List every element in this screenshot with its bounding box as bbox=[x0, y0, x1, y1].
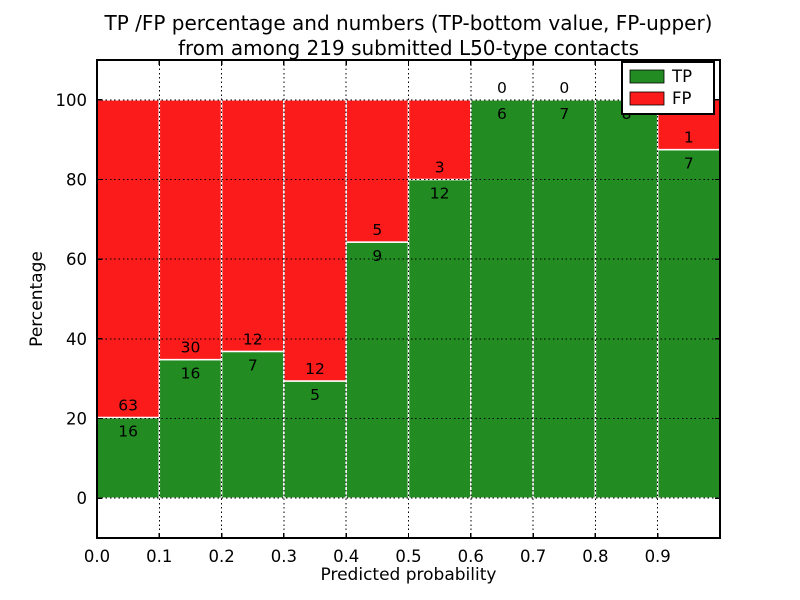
x-tick-label: 0.8 bbox=[582, 547, 608, 566]
legend-swatch-fp bbox=[629, 91, 665, 106]
bars bbox=[96, 99, 721, 499]
fp-bar-segment bbox=[283, 99, 347, 382]
fp-bar-segment bbox=[345, 99, 410, 243]
fp-bar-segment bbox=[220, 99, 285, 353]
tp-count-label: 12 bbox=[430, 185, 450, 203]
x-axis-label: Predicted probability bbox=[320, 565, 497, 585]
y-tick-label: 40 bbox=[66, 330, 87, 349]
x-tick-label: 0.9 bbox=[645, 547, 671, 566]
legend-label-fp: FP bbox=[672, 89, 691, 108]
tp-bar-segment bbox=[532, 99, 597, 499]
tp-bar-segment bbox=[656, 148, 721, 499]
tp-count-label: 7 bbox=[559, 105, 569, 123]
fp-count-label: 30 bbox=[181, 339, 201, 357]
axes bbox=[96, 59, 721, 539]
chart-title-line2: from among 219 submitted L50-type contac… bbox=[177, 36, 640, 60]
fp-count-label: 12 bbox=[243, 330, 263, 348]
fp-count-label: 3 bbox=[435, 159, 445, 177]
y-tick-label: 0 bbox=[77, 489, 88, 508]
legend-swatch-tp bbox=[629, 69, 665, 84]
x-tick-label: 0.6 bbox=[458, 547, 484, 566]
fp-count-label: 12 bbox=[305, 360, 325, 378]
gridlines bbox=[97, 60, 720, 538]
tp-count-label: 7 bbox=[248, 356, 258, 374]
x-tick-label: 0.5 bbox=[395, 547, 421, 566]
fp-count-label: 0 bbox=[497, 79, 507, 97]
chart-title: TP /FP percentage and numbers (TP-bottom… bbox=[97, 11, 720, 61]
x-tick-label: 0.3 bbox=[271, 547, 297, 566]
tp-count-label: 16 bbox=[118, 422, 138, 440]
y-tick-label: 80 bbox=[66, 171, 87, 190]
tp-bar-segment bbox=[470, 99, 534, 499]
x-tick-label: 0.1 bbox=[146, 547, 172, 566]
x-tick-label: 0.4 bbox=[333, 547, 359, 566]
tp-bar-segment bbox=[407, 178, 472, 499]
fp-bar-segment bbox=[407, 99, 472, 181]
chart-title-line1: TP /FP percentage and numbers (TP-bottom… bbox=[104, 11, 713, 35]
x-tick-label: 0.0 bbox=[84, 547, 110, 566]
tp-count-label: 7 bbox=[684, 155, 694, 173]
fp-count-label: 63 bbox=[118, 396, 138, 414]
y-axis-label: Percentage bbox=[27, 251, 47, 347]
legend: TP FP bbox=[621, 61, 715, 115]
fp-bar-segment bbox=[158, 99, 223, 361]
tp-count-label: 9 bbox=[372, 247, 382, 265]
tick-labels: 0.0 0.1 0.2 0.3 0.4 0.5 0.6 0.7 0.8 0.9 0 20 40 60 80 1… bbox=[56, 91, 671, 566]
x-tick-label: 0.2 bbox=[208, 547, 234, 566]
fp-count-label: 5 bbox=[372, 221, 382, 239]
fp-count-label: 0 bbox=[559, 79, 569, 97]
tp-bar-segment bbox=[283, 380, 347, 499]
tp-count-label: 6 bbox=[497, 105, 507, 123]
y-tick-label: 20 bbox=[66, 410, 87, 429]
fp-bar-segment bbox=[96, 99, 161, 419]
x-tick-label: 0.7 bbox=[520, 547, 546, 566]
tp-bar-segment bbox=[594, 99, 659, 499]
tp-bar-segment bbox=[345, 241, 410, 499]
fp-count-label: 1 bbox=[684, 129, 694, 147]
legend-label-tp: TP bbox=[671, 67, 692, 86]
tp-count-label: 5 bbox=[310, 386, 320, 404]
tp-count-label: 16 bbox=[181, 365, 201, 383]
tp-bar-segment bbox=[96, 416, 161, 499]
y-tick-label: 60 bbox=[66, 250, 87, 269]
y-tick-label: 100 bbox=[56, 91, 88, 110]
